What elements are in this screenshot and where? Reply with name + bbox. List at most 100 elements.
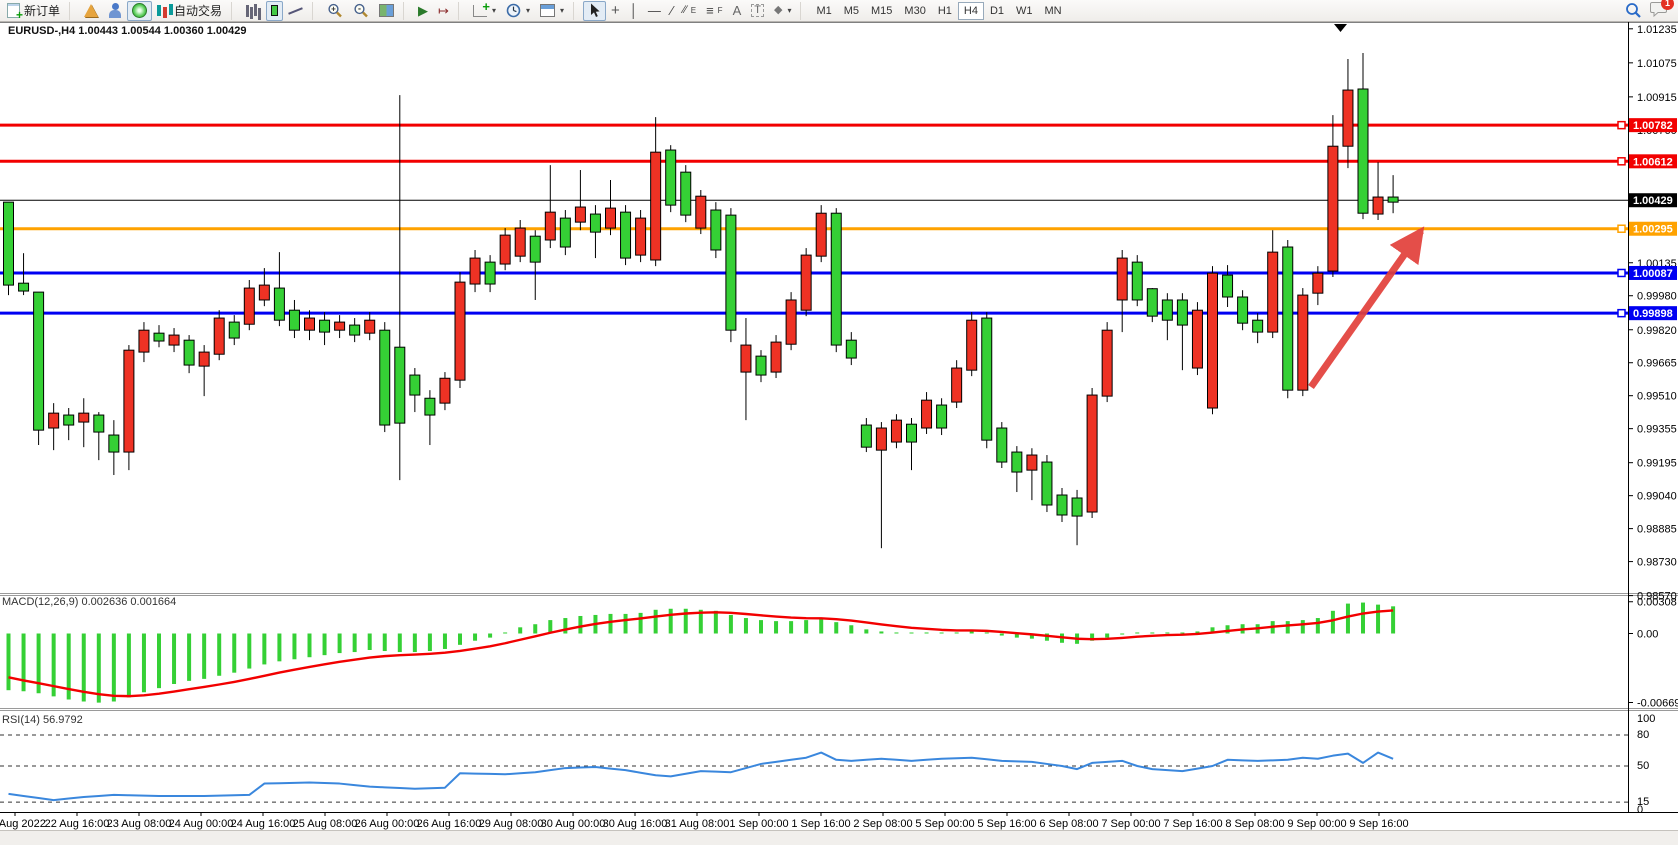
candle[interactable] bbox=[1161, 299, 1173, 321]
autotrading-button[interactable]: 自动交易 bbox=[152, 1, 227, 21]
timeframe-mn-button[interactable]: MN bbox=[1039, 2, 1068, 20]
candle[interactable] bbox=[1041, 461, 1053, 506]
candle[interactable] bbox=[153, 332, 165, 342]
candle[interactable] bbox=[544, 211, 556, 241]
candlestick-chart-button[interactable] bbox=[266, 0, 284, 21]
candle[interactable] bbox=[123, 349, 135, 453]
line-anchor-handle[interactable] bbox=[1617, 308, 1626, 318]
signals-button[interactable] bbox=[127, 0, 153, 21]
candle[interactable] bbox=[1387, 196, 1399, 203]
candle[interactable] bbox=[439, 377, 451, 404]
candle[interactable] bbox=[921, 399, 933, 429]
candle[interactable] bbox=[815, 212, 827, 257]
candle[interactable] bbox=[650, 151, 662, 261]
candle[interactable] bbox=[951, 367, 963, 403]
auto-scroll-button[interactable]: ▶ bbox=[413, 1, 433, 21]
candle[interactable] bbox=[1282, 246, 1294, 391]
candle[interactable] bbox=[890, 419, 902, 443]
line-anchor-handle[interactable] bbox=[1617, 120, 1626, 130]
candle[interactable] bbox=[48, 412, 60, 429]
candle[interactable] bbox=[620, 211, 632, 259]
candle[interactable] bbox=[484, 261, 496, 285]
shift-marker-icon[interactable] bbox=[1334, 24, 1347, 32]
metaeditor-button[interactable] bbox=[79, 1, 103, 21]
candle[interactable] bbox=[138, 329, 150, 353]
candle[interactable] bbox=[1116, 257, 1128, 301]
candle[interactable] bbox=[93, 414, 105, 433]
fibonacci-tool-button[interactable]: ≡ F bbox=[701, 1, 727, 21]
candle[interactable] bbox=[589, 213, 601, 233]
text-label-tool-button[interactable]: T bbox=[746, 1, 769, 21]
bar-chart-button[interactable] bbox=[241, 1, 266, 21]
candle[interactable] bbox=[63, 414, 75, 426]
horizontal-line-tool-button[interactable]: — bbox=[643, 1, 666, 21]
candle[interactable] bbox=[1222, 274, 1234, 298]
candle[interactable] bbox=[1146, 288, 1158, 317]
macd-pane[interactable]: MACD(12,26,9) 0.002636 0.001664 0.00308 0.… bbox=[2, 596, 1678, 709]
channel-tool-button[interactable]: ∕∕ E bbox=[678, 1, 701, 21]
candle[interactable] bbox=[1372, 196, 1384, 215]
candle[interactable] bbox=[529, 235, 541, 263]
candle[interactable] bbox=[1026, 454, 1038, 471]
line-anchor-handle[interactable] bbox=[1617, 224, 1626, 233]
candle[interactable] bbox=[710, 209, 722, 251]
price-axis[interactable]: 1.012351.010751.009151.007601.006001.004… bbox=[1628, 24, 1677, 603]
candle[interactable] bbox=[1327, 145, 1339, 272]
candle[interactable] bbox=[319, 319, 331, 333]
chart-shift-button[interactable]: ↦ bbox=[433, 1, 454, 21]
candle[interactable] bbox=[288, 309, 300, 331]
candle[interactable] bbox=[936, 404, 948, 429]
candle[interactable] bbox=[1207, 272, 1218, 409]
candle[interactable] bbox=[198, 351, 210, 367]
candle[interactable] bbox=[1312, 272, 1324, 294]
trend-arrow-annotation[interactable] bbox=[1308, 226, 1425, 390]
candle[interactable] bbox=[469, 257, 481, 285]
new-order-button[interactable]: 新订单 bbox=[2, 1, 65, 22]
candle[interactable] bbox=[755, 355, 767, 376]
candle[interactable] bbox=[574, 206, 586, 223]
timeframe-m15-button[interactable]: M15 bbox=[865, 2, 898, 20]
vertical-line-tool-button[interactable]: │ bbox=[625, 1, 643, 21]
candle[interactable] bbox=[228, 321, 240, 339]
candle[interactable] bbox=[605, 207, 616, 229]
cursor-tool-button[interactable] bbox=[582, 0, 606, 21]
candle[interactable] bbox=[966, 319, 978, 371]
candle[interactable] bbox=[394, 346, 406, 424]
zoom-out-button[interactable]: - bbox=[348, 1, 374, 21]
search-icon[interactable] bbox=[1625, 2, 1642, 19]
candle[interactable] bbox=[830, 212, 842, 346]
line-anchor-handle[interactable] bbox=[1617, 268, 1626, 278]
community-button[interactable] bbox=[103, 1, 127, 21]
candle[interactable] bbox=[996, 427, 1008, 463]
timeframe-d1-button[interactable]: D1 bbox=[984, 2, 1010, 20]
candle[interactable] bbox=[1176, 299, 1188, 326]
candle[interactable] bbox=[409, 374, 421, 396]
candle[interactable] bbox=[78, 412, 90, 423]
candle[interactable] bbox=[1297, 294, 1309, 391]
templates-button[interactable]: ▾ bbox=[535, 1, 569, 21]
candle[interactable] bbox=[213, 317, 225, 355]
candle[interactable] bbox=[680, 171, 692, 216]
candle[interactable] bbox=[1252, 319, 1264, 333]
candle[interactable] bbox=[740, 344, 752, 373]
notifications-button[interactable]: 1 bbox=[1650, 0, 1674, 20]
candle[interactable] bbox=[108, 434, 120, 453]
candle[interactable] bbox=[1267, 251, 1279, 333]
candle[interactable] bbox=[1101, 329, 1113, 397]
candle[interactable] bbox=[800, 254, 812, 311]
timeframe-m30-button[interactable]: M30 bbox=[898, 2, 931, 20]
candle[interactable] bbox=[33, 291, 45, 431]
candle[interactable] bbox=[695, 195, 707, 229]
candle[interactable] bbox=[18, 282, 30, 292]
candle[interactable] bbox=[1237, 296, 1249, 324]
shapes-tool-button[interactable]: ◆ ▾ bbox=[769, 1, 796, 21]
candle[interactable] bbox=[785, 299, 797, 345]
candle[interactable] bbox=[3, 201, 14, 286]
candle[interactable] bbox=[1342, 89, 1354, 147]
candle[interactable] bbox=[559, 217, 571, 248]
candle[interactable] bbox=[1357, 88, 1369, 214]
candle[interactable] bbox=[1011, 451, 1023, 473]
candle[interactable] bbox=[499, 234, 511, 265]
